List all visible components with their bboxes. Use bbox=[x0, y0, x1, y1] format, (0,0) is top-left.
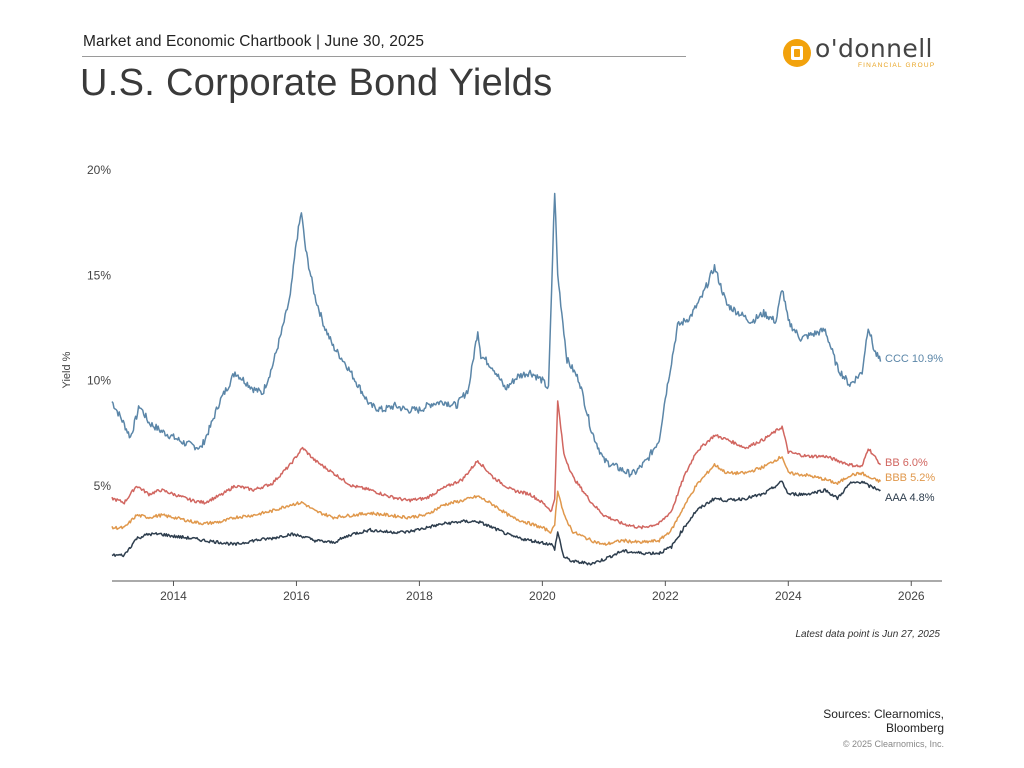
latest-data-note: Latest data point is Jun 27, 2025 bbox=[795, 629, 940, 640]
y-tick-label: 20% bbox=[87, 163, 111, 177]
company-logo: o'donnell FINANCIAL GROUP bbox=[782, 34, 942, 72]
x-tick-label: 2020 bbox=[529, 589, 556, 603]
x-axis-ticks: 2014 2016 2018 2020 2022 2024 2026 bbox=[160, 581, 925, 603]
y-tick-label: 5% bbox=[94, 479, 112, 493]
series-line-ccc bbox=[111, 192, 882, 478]
header-divider bbox=[82, 56, 686, 57]
y-tick-label: 15% bbox=[87, 268, 111, 282]
series-line-aaa bbox=[111, 480, 881, 566]
chartbook-subtitle: Market and Economic Chartbook | June 30,… bbox=[83, 33, 425, 50]
series-end-labels: CCC 10.9% BB 6.0% BBB 5.2% AAA 4.8% bbox=[885, 353, 943, 504]
logo-name: o'donnell bbox=[815, 34, 933, 63]
series-end-label-bbb: BBB 5.2% bbox=[885, 472, 935, 484]
series-end-label-bb: BB 6.0% bbox=[885, 457, 928, 469]
logo-mark-icon bbox=[783, 39, 811, 67]
y-tick-label: 10% bbox=[87, 374, 111, 388]
y-axis-label: Yield % bbox=[61, 351, 73, 388]
series-lines bbox=[111, 192, 882, 566]
x-tick-label: 2018 bbox=[406, 589, 433, 603]
sources: Sources: Clearnomics, Bloomberg bbox=[823, 707, 944, 735]
logo-subtitle: FINANCIAL GROUP bbox=[858, 62, 936, 69]
series-end-label-aaa: AAA 4.8% bbox=[885, 492, 935, 504]
x-tick-label: 2024 bbox=[775, 589, 802, 603]
y-axis-label-group: Yield % bbox=[61, 351, 73, 388]
x-tick-label: 2026 bbox=[898, 589, 925, 603]
series-line-bbb bbox=[111, 455, 882, 546]
series-end-label-ccc: CCC 10.9% bbox=[885, 353, 943, 365]
sources-line-2: Bloomberg bbox=[885, 721, 944, 735]
page-title: U.S. Corporate Bond Yields bbox=[80, 62, 553, 104]
y-axis-ticks: 5% 10% 15% 20% bbox=[87, 163, 111, 493]
x-tick-label: 2016 bbox=[283, 589, 310, 603]
copyright: © 2025 Clearnomics, Inc. bbox=[842, 739, 944, 749]
series-line-bb bbox=[111, 400, 882, 530]
x-tick-label: 2014 bbox=[160, 589, 187, 603]
sources-line-1: Sources: Clearnomics, bbox=[823, 707, 944, 721]
x-tick-label: 2022 bbox=[652, 589, 679, 603]
